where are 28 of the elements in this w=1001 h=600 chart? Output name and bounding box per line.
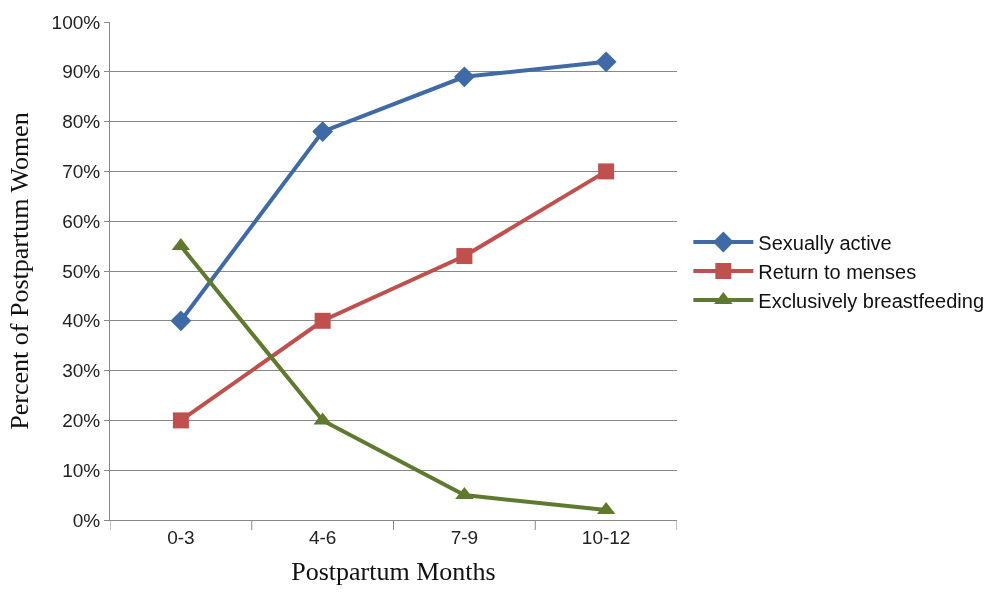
- y-tick-label: 50%: [62, 260, 101, 282]
- y-tick-label: 0%: [72, 509, 101, 531]
- point: [172, 412, 189, 429]
- y-tick-label: 100%: [51, 11, 101, 33]
- y-tick-label: 20%: [62, 410, 101, 432]
- x-tick-label: 4-6: [308, 526, 337, 548]
- legend-label: Exclusively breastfeeding: [758, 289, 985, 312]
- point: [453, 66, 475, 88]
- y-tick-label: 90%: [62, 61, 101, 83]
- point: [456, 248, 473, 265]
- y-axis-title: Percent of Postpartum Women: [4, 112, 34, 430]
- point: [595, 51, 617, 73]
- x-tick-label: 10-12: [581, 526, 631, 548]
- x-tick-label: 7-9: [450, 526, 479, 548]
- x-axis-title: Postpartum Months: [291, 557, 496, 587]
- y-tick-label: 10%: [62, 459, 101, 481]
- x-tick-label: 0-3: [167, 526, 195, 548]
- legend-label: Sexually active: [758, 231, 892, 254]
- y-tick-label: 40%: [62, 310, 101, 332]
- y-tick-label: 70%: [62, 161, 101, 183]
- point: [170, 310, 192, 332]
- point: [598, 163, 615, 180]
- y-tick-label: 60%: [62, 210, 101, 232]
- point: [314, 312, 331, 329]
- legend-label: Return to menses: [758, 260, 917, 283]
- y-tick-label: 30%: [62, 360, 101, 382]
- point: [312, 121, 334, 142]
- y-tick-label: 80%: [62, 111, 101, 133]
